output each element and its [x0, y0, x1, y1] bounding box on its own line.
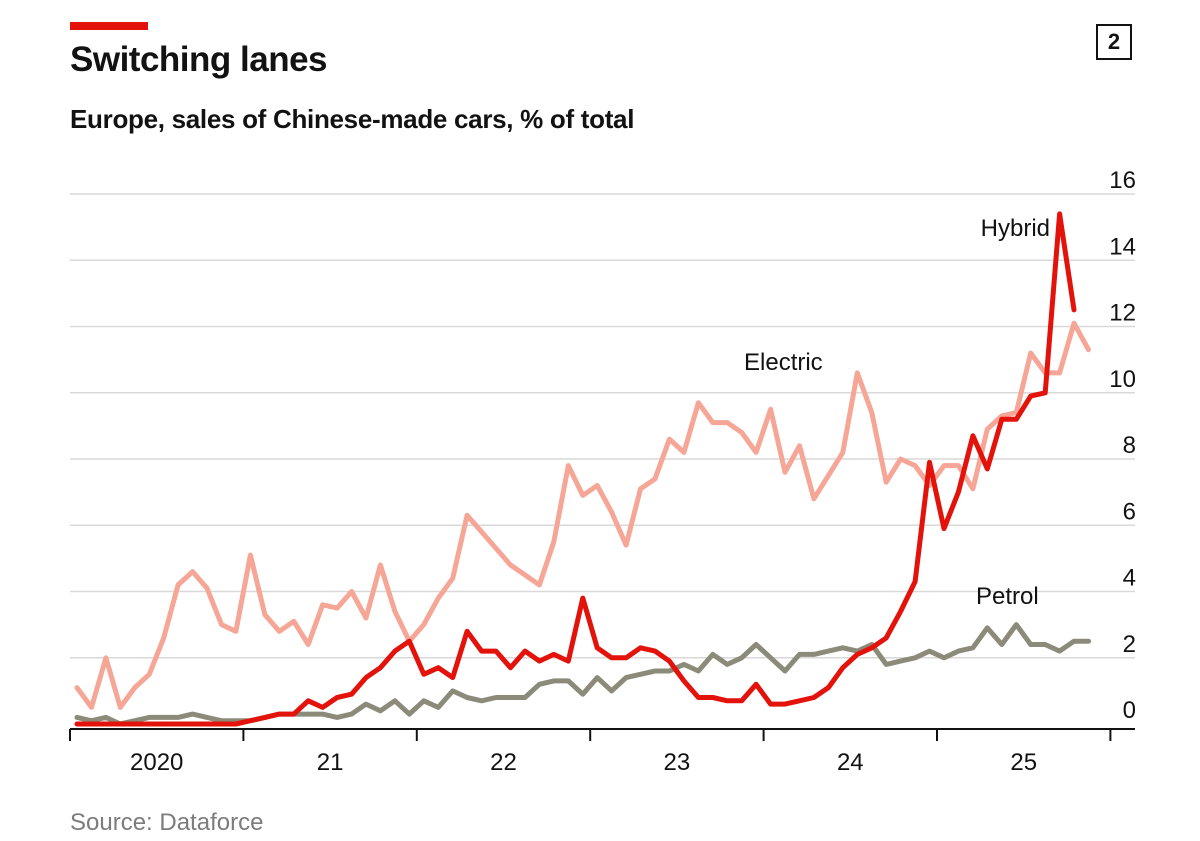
- y-tick-label-6: 6: [1123, 498, 1136, 525]
- series-label-hybrid: Hybrid: [981, 215, 1050, 242]
- chart-number-badge: 2: [1096, 24, 1132, 60]
- series-label-electric: Electric: [744, 349, 823, 376]
- chart-title: Switching lanes: [70, 40, 328, 79]
- chart-subtitle: Europe, sales of Chinese-made cars, % of…: [70, 104, 635, 134]
- y-tick-label-12: 12: [1109, 300, 1136, 327]
- x-tick-label-23: 23: [664, 749, 691, 776]
- y-tick-label-4: 4: [1123, 565, 1136, 592]
- source-note: Source: Dataforce: [70, 809, 264, 836]
- y-tick-label-14: 14: [1109, 233, 1136, 260]
- y-axis-ticks: 0 2 4 6 8 10 12 14 16: [1109, 167, 1136, 724]
- x-axis: 2020 21 22 23 24 25: [69, 728, 1135, 776]
- y-tick-label-10: 10: [1109, 366, 1136, 393]
- series-label-petrol: Petrol: [976, 583, 1039, 610]
- x-tick-label-24: 24: [837, 749, 864, 776]
- x-tick-label-2020: 2020: [130, 749, 183, 776]
- y-tick-label-0: 0: [1123, 697, 1136, 724]
- gridlines: [70, 193, 1135, 659]
- y-tick-label-16: 16: [1109, 167, 1136, 194]
- series-line-hybrid: [74, 211, 1077, 727]
- x-tick-label-25: 25: [1010, 749, 1037, 776]
- x-tick-label-21: 21: [317, 749, 344, 776]
- x-tick-label-22: 22: [490, 749, 517, 776]
- series-labels: Electric Hybrid Petrol: [744, 215, 1050, 610]
- series-line-petrol: [74, 622, 1091, 727]
- accent-bar: [70, 22, 148, 30]
- series-line-electric: [74, 320, 1091, 710]
- y-tick-label-8: 8: [1123, 432, 1136, 459]
- series-lines: [74, 211, 1091, 727]
- y-tick-label-2: 2: [1123, 631, 1136, 658]
